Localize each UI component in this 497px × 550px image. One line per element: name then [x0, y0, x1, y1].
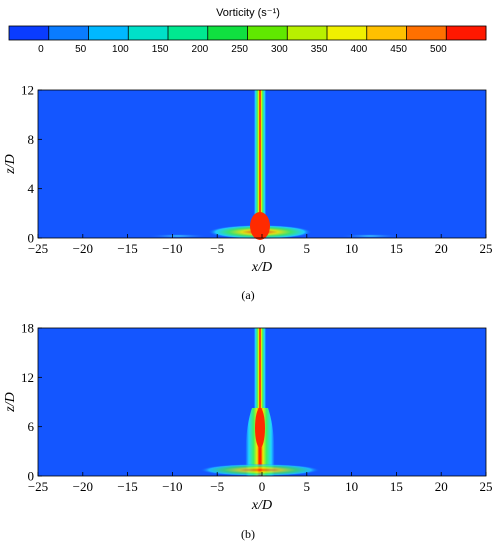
colorbar-tick-label: 300	[271, 44, 288, 55]
colorbar-tick-label: 350	[311, 44, 328, 55]
colorbar-tick-label: 250	[231, 44, 248, 55]
x-tick-label: −15	[117, 241, 137, 256]
y-tick-label: 4	[28, 181, 35, 196]
y-tick-label: 8	[28, 132, 35, 147]
panel-a-ylabel: z/D	[3, 154, 18, 174]
y-tick-label: 0	[28, 469, 35, 484]
colorbar-swatches	[8, 25, 487, 41]
panel-a: −25 −20 −15 −10 −5 0 5 10 15 20 25 0 4 8 12 x/D z/D (…	[3, 83, 493, 303]
colorbar-swatch	[287, 26, 328, 40]
x-tick-label: −5	[210, 479, 224, 494]
x-tick-label: −20	[73, 479, 93, 494]
panel-a-xlabel: x/D	[251, 260, 272, 275]
colorbar-swatch	[366, 26, 407, 40]
y-tick-label: 12	[21, 370, 34, 385]
panel-a-x-ticks: −25 −20 −15 −10 −5 0 5 10 15 20 25	[28, 234, 493, 256]
colorbar-title: Vorticity (s⁻¹)	[216, 7, 280, 19]
colorbar-swatch	[406, 26, 447, 40]
x-tick-label: −10	[162, 479, 182, 494]
y-tick-label: 6	[28, 419, 35, 434]
colorbar-swatch	[247, 26, 288, 40]
panel-a-jet-stem	[254, 90, 266, 238]
x-tick-label: −25	[28, 479, 48, 494]
x-tick-label: −20	[73, 241, 93, 256]
panel-b-ground-spread	[200, 464, 320, 476]
x-tick-label: 0	[259, 479, 266, 494]
panel-b-xlabel: x/D	[251, 498, 272, 513]
x-tick-label: 15	[390, 241, 403, 256]
colorbar-tick-label: 200	[192, 44, 209, 55]
colorbar-swatch	[88, 26, 129, 40]
colorbar-tick-label: 50	[75, 44, 87, 55]
panel-b-x-ticks: −25 −20 −15 −10 −5 0 5 10 15 20 25	[28, 472, 493, 494]
panel-b-y-ticks: 0 6 12 18	[21, 321, 42, 484]
colorbar-tick-label: 500	[430, 44, 447, 55]
x-tick-label: 10	[345, 241, 358, 256]
colorbar-swatch	[128, 26, 169, 40]
y-tick-label: 12	[21, 83, 34, 98]
x-tick-label: −25	[28, 241, 48, 256]
panel-a-jet-core	[250, 212, 270, 240]
panel-a-caption: (a)	[241, 288, 254, 302]
x-tick-label: 20	[435, 479, 448, 494]
colorbar-swatch	[48, 26, 89, 40]
panel-a-y-ticks: 0 4 8 12	[21, 83, 42, 246]
y-tick-label: 18	[21, 321, 34, 336]
x-tick-label: 20	[435, 241, 448, 256]
x-tick-label: 25	[480, 241, 493, 256]
colorbar-swatch	[9, 26, 50, 40]
y-tick-label: 0	[28, 231, 35, 246]
colorbar-tick-label: 450	[390, 44, 407, 55]
x-tick-label: 10	[345, 479, 358, 494]
panel-a-wake-right	[340, 234, 400, 238]
colorbar-tick-label: 400	[351, 44, 368, 55]
x-tick-label: 0	[259, 241, 266, 256]
colorbar-swatch	[446, 26, 487, 40]
x-tick-label: 25	[480, 479, 493, 494]
panel-a-wake-left	[148, 234, 208, 238]
colorbar-tick-label: 150	[152, 44, 169, 55]
panel-b-ylabel: z/D	[3, 392, 18, 412]
panel-b-caption: (b)	[241, 527, 255, 541]
panel-b-jet-core	[255, 408, 265, 448]
x-tick-label: −10	[162, 241, 182, 256]
x-tick-label: −15	[117, 479, 137, 494]
colorbar: Vorticity (s⁻¹) 0 50 100 150 200 250 300 350 400…	[8, 7, 487, 55]
colorbar-tick-label: 0	[38, 44, 44, 55]
x-tick-label: −5	[210, 241, 224, 256]
colorbar-tick-labels: 0 50 100 150 200 250 300 350 400 450 500	[38, 26, 447, 55]
colorbar-swatch	[207, 26, 248, 40]
colorbar-tick-label: 100	[112, 44, 129, 55]
colorbar-swatch	[168, 26, 209, 40]
x-tick-label: 5	[304, 241, 311, 256]
x-tick-label: 5	[304, 479, 311, 494]
colorbar-swatch	[327, 26, 368, 40]
x-tick-label: 15	[390, 479, 403, 494]
